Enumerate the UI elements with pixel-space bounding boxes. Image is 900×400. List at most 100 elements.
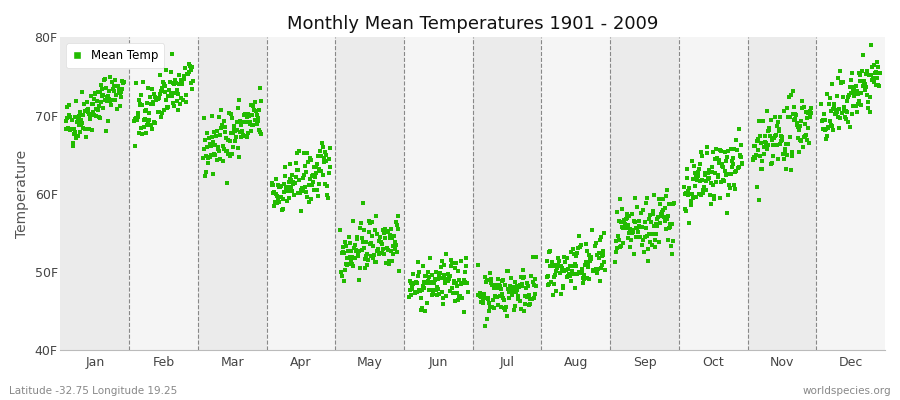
Point	[869, 58, 884, 65]
Point	[698, 187, 713, 194]
Point	[846, 87, 860, 94]
Point	[682, 220, 697, 226]
Point	[502, 283, 517, 290]
Point	[571, 245, 585, 252]
Point	[585, 268, 599, 274]
Point	[766, 153, 780, 159]
Point	[830, 93, 844, 100]
Point	[772, 140, 787, 147]
Point	[179, 92, 194, 98]
Point	[803, 114, 817, 121]
Point	[268, 175, 283, 182]
Point	[447, 278, 462, 284]
Point	[98, 76, 112, 82]
Point	[553, 270, 567, 276]
Point	[415, 287, 429, 293]
Point	[227, 127, 241, 133]
Point	[199, 169, 213, 175]
Point	[151, 94, 166, 101]
Point	[104, 98, 118, 104]
Point	[390, 221, 404, 228]
Point	[833, 115, 848, 122]
Point	[157, 81, 171, 88]
Point	[592, 278, 607, 284]
Point	[646, 211, 661, 218]
Point	[652, 196, 666, 202]
Point	[630, 203, 644, 210]
Point	[614, 243, 628, 249]
Point	[501, 286, 516, 292]
Point	[405, 286, 419, 292]
Point	[117, 79, 131, 85]
Point	[367, 252, 382, 258]
Point	[795, 98, 809, 104]
Point	[144, 85, 158, 92]
Point	[554, 263, 569, 269]
Point	[243, 119, 257, 125]
Point	[288, 180, 302, 187]
Point	[571, 271, 585, 277]
Point	[112, 103, 127, 109]
Point	[657, 205, 671, 212]
Point	[64, 126, 78, 132]
Point	[347, 255, 362, 262]
Point	[505, 292, 519, 298]
Point	[436, 294, 450, 301]
Point	[219, 135, 233, 142]
Point	[754, 140, 769, 146]
Point	[94, 85, 109, 92]
Point	[823, 117, 837, 124]
Point	[140, 100, 155, 107]
Point	[724, 146, 738, 152]
Point	[620, 211, 634, 217]
Point	[579, 241, 593, 247]
Point	[423, 280, 437, 286]
Point	[342, 261, 356, 267]
Point	[788, 116, 802, 122]
Point	[136, 124, 150, 130]
Point	[129, 114, 143, 121]
Point	[173, 101, 187, 108]
Point	[843, 124, 858, 130]
Point	[234, 134, 248, 140]
Point	[753, 133, 768, 139]
Point	[234, 122, 248, 128]
Point	[169, 87, 184, 93]
Point	[177, 72, 192, 79]
Point	[351, 252, 365, 259]
Point	[709, 179, 724, 186]
Point	[751, 146, 765, 153]
Point	[526, 282, 541, 289]
Point	[131, 130, 146, 136]
Point	[450, 283, 464, 289]
Point	[158, 88, 172, 95]
Point	[160, 105, 175, 111]
Point	[680, 175, 695, 182]
Point	[159, 97, 174, 103]
Point	[684, 191, 698, 197]
Point	[666, 201, 680, 207]
Point	[433, 264, 447, 270]
Point	[253, 129, 267, 135]
Point	[688, 183, 703, 190]
Point	[87, 96, 102, 102]
Point	[786, 110, 800, 117]
Point	[155, 85, 169, 91]
Point	[92, 114, 106, 120]
Point	[479, 278, 493, 285]
Point	[248, 106, 262, 113]
Point	[849, 83, 863, 90]
Point	[344, 258, 358, 264]
Point	[491, 276, 505, 282]
Point	[78, 108, 93, 114]
Point	[626, 229, 641, 236]
Point	[796, 105, 810, 112]
Point	[680, 192, 695, 198]
Point	[168, 76, 183, 83]
Point	[638, 200, 652, 206]
Point	[777, 156, 791, 162]
Point	[435, 289, 449, 295]
Point	[590, 265, 605, 272]
Point	[221, 150, 236, 157]
Point	[197, 114, 211, 121]
